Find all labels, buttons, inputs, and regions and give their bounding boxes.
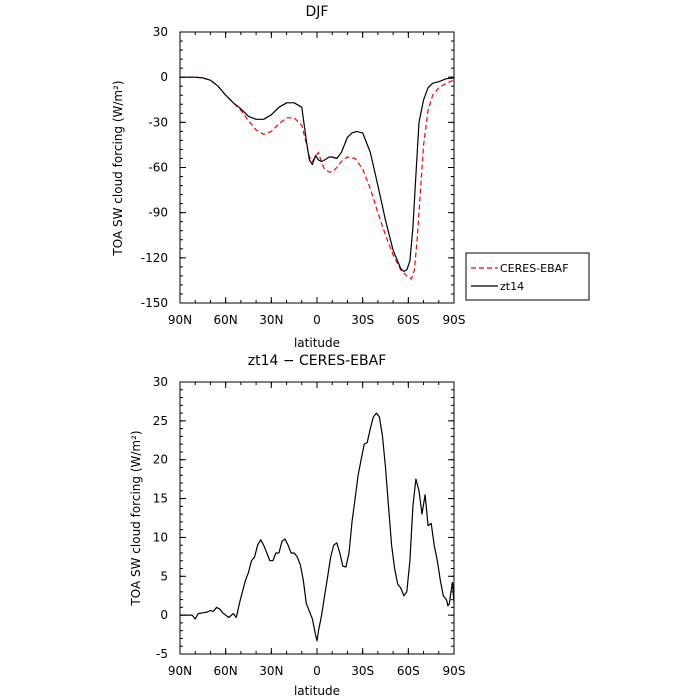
y-tick-label: -5 [156, 647, 168, 661]
tick-marks [179, 381, 455, 655]
y-tick-label: 15 [153, 492, 168, 506]
y-tick-label: 5 [160, 569, 168, 583]
chart-panel-difference: zt14 − CERES-EBAF 90N 60N 30N 0 30S 60S 90S 30… [129, 353, 465, 698]
series-line-difference [180, 412, 455, 642]
chart-panel-djf: DJF 90N 60N 30N 0 30S 60S 90S 30 0 -30 -60 -90 -120… [111, 4, 590, 350]
legend: CERES-EBAF zt14 [465, 252, 590, 301]
x-tick-label: 60N [214, 313, 238, 327]
x-tick-label: 90S [443, 664, 466, 678]
x-tick-labels: 90N 60N 30N 0 30S 60S 90S [168, 664, 466, 678]
plot-frame [179, 381, 455, 655]
x-tick-label: 60N [214, 664, 238, 678]
chart-title: DJF [306, 4, 329, 20]
x-tick-label: 30S [351, 664, 374, 678]
series-line-zt14 [180, 76, 455, 272]
x-axis-label: latitude [294, 684, 340, 698]
legend-label-ceres: CERES-EBAF [500, 262, 569, 275]
x-axis-label: latitude [294, 336, 340, 350]
chart-title: zt14 − CERES-EBAF [248, 353, 387, 369]
y-tick-label: 10 [153, 530, 168, 544]
y-tick-label: 25 [153, 414, 168, 428]
y-tick-labels: 30 0 -30 -60 -90 -120 -150 [141, 25, 168, 310]
x-tick-label: 60S [397, 313, 420, 327]
x-tick-label: 90N [168, 664, 192, 678]
y-tick-label: 30 [153, 25, 168, 39]
series-line-ceres-ebaf [180, 76, 455, 280]
series-lines [180, 76, 455, 280]
y-tick-label: -120 [141, 251, 168, 265]
x-tick-label: 30N [259, 664, 283, 678]
y-tick-label: 20 [153, 453, 168, 467]
x-tick-labels: 90N 60N 30N 0 30S 60S 90S [168, 313, 466, 327]
plot-frame [179, 31, 455, 304]
y-tick-label: 30 [153, 375, 168, 389]
x-tick-label: 0 [313, 313, 321, 327]
legend-label-zt14: zt14 [500, 280, 524, 293]
y-tick-label: 0 [160, 70, 168, 84]
x-tick-label: 90N [168, 313, 192, 327]
x-tick-label: 60S [397, 664, 420, 678]
tick-marks [179, 31, 455, 304]
y-tick-label: -90 [148, 206, 168, 220]
y-axis-label: TOA SW cloud forcing (W/m²) [111, 80, 125, 256]
y-tick-label: 0 [160, 608, 168, 622]
legend-box [465, 252, 590, 301]
x-tick-label: 90S [443, 313, 466, 327]
y-tick-label: -150 [141, 296, 168, 310]
series-lines [180, 412, 455, 642]
x-tick-label: 30S [351, 313, 374, 327]
y-tick-label: -30 [148, 115, 168, 129]
x-tick-label: 0 [313, 664, 321, 678]
x-tick-label: 30N [259, 313, 283, 327]
y-tick-label: -60 [148, 161, 168, 175]
y-axis-label: TOA SW cloud forcing (W/m²) [129, 430, 143, 606]
y-tick-labels: 30 25 20 15 10 5 0 -5 [153, 375, 168, 661]
